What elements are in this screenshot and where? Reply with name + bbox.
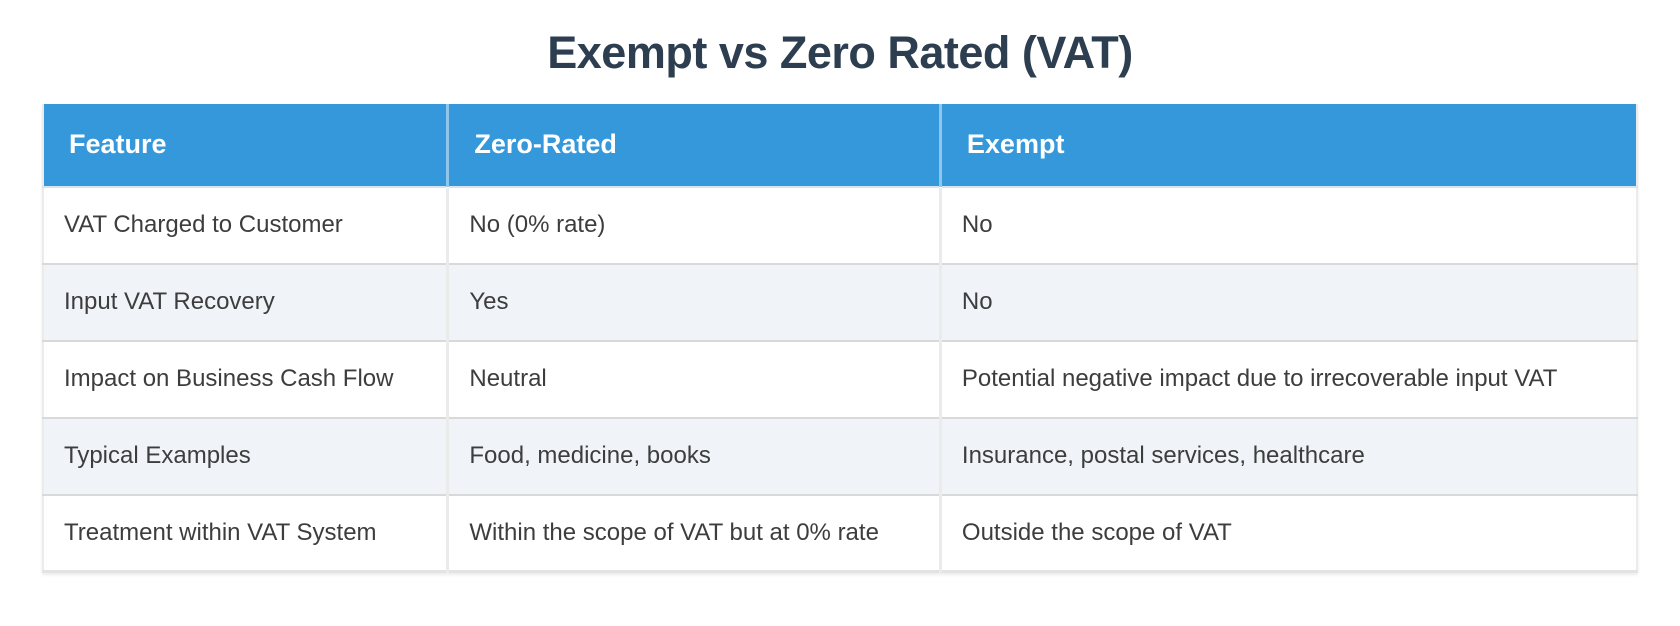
cell-exempt: Insurance, postal services, healthcare <box>940 416 1637 495</box>
cell-zero-rated: Within the scope of VAT but at 0% rate <box>447 493 942 572</box>
cell-zero-rated: No (0% rate) <box>447 186 942 264</box>
cell-feature: VAT Charged to Customer <box>43 186 450 264</box>
comparison-table-container: Feature Zero-Rated Exempt VAT Charged to… <box>42 103 1638 574</box>
page-title: Exempt vs Zero Rated (VAT) <box>547 27 1133 78</box>
column-header-feature: Feature <box>43 103 450 188</box>
cell-exempt: No <box>940 262 1637 341</box>
column-header-zero-rated: Zero-Rated <box>447 103 942 188</box>
table-row: Treatment within VAT System Within the s… <box>43 493 1637 572</box>
cell-exempt: No <box>940 186 1637 264</box>
cell-feature: Impact on Business Cash Flow <box>43 339 450 418</box>
cell-zero-rated: Neutral <box>447 339 942 418</box>
table-header: Feature Zero-Rated Exempt <box>43 103 1637 188</box>
cell-zero-rated: Yes <box>447 262 942 341</box>
cell-feature: Input VAT Recovery <box>43 262 450 341</box>
table-body: VAT Charged to Customer No (0% rate) No … <box>43 186 1637 572</box>
vat-comparison-table: Feature Zero-Rated Exempt VAT Charged to… <box>42 103 1638 574</box>
cell-feature: Typical Examples <box>43 416 450 495</box>
cell-exempt: Outside the scope of VAT <box>940 493 1637 572</box>
header-row: Feature Zero-Rated Exempt <box>43 103 1637 188</box>
column-header-exempt: Exempt <box>940 103 1637 188</box>
cell-exempt: Potential negative impact due to irrecov… <box>940 339 1637 418</box>
table-row: Impact on Business Cash Flow Neutral Pot… <box>43 339 1637 418</box>
table-row: Typical Examples Food, medicine, books I… <box>43 416 1637 495</box>
table-row: Input VAT Recovery Yes No <box>43 262 1637 341</box>
cell-feature: Treatment within VAT System <box>43 493 450 572</box>
cell-zero-rated: Food, medicine, books <box>447 416 942 495</box>
table-row: VAT Charged to Customer No (0% rate) No <box>43 186 1637 264</box>
